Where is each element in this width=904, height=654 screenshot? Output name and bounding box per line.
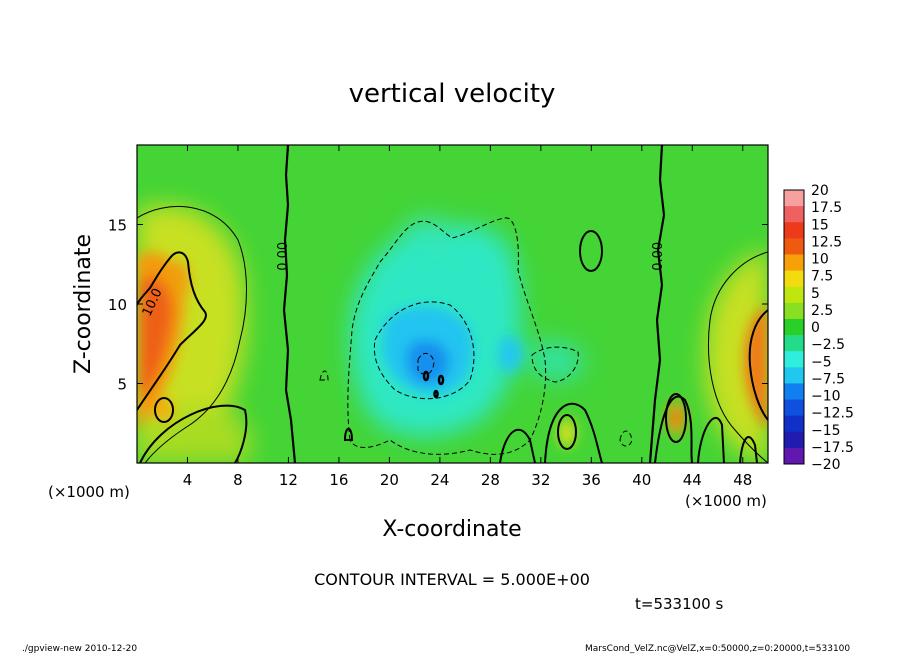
contour-negative (531, 346, 579, 383)
contour-loop (579, 230, 603, 272)
y-tick-label: 10 (108, 296, 127, 314)
colorbar-swatch (784, 254, 804, 272)
zero-contour-right (648, 145, 666, 463)
colorbar-frame (783, 189, 805, 465)
contour-10-left (137, 251, 207, 411)
contour-value-label: 0.00 (651, 242, 666, 271)
colorbar-swatch (784, 270, 804, 288)
x-tick-label: 28 (481, 471, 500, 489)
contour-lobe (697, 417, 725, 463)
colorbar-label: 15 (811, 217, 829, 233)
x-tick-label: 4 (183, 471, 193, 489)
contour-negative (417, 353, 435, 375)
contour-lines (137, 145, 768, 463)
colorbar-label: −15 (811, 423, 841, 439)
colorbar-swatch (784, 335, 804, 352)
colorbar-swatch (784, 238, 804, 255)
contour-negative (619, 430, 633, 447)
colorbar-label: −17.5 (811, 440, 854, 456)
x-axis-label: X-coordinate (382, 517, 521, 542)
contour-10-right (748, 309, 768, 421)
colorbar-swatch (784, 431, 804, 449)
footer-left: ./gpview-new 2010-12-20 (22, 644, 137, 654)
footer-right: MarsCond_VelZ.nc@VelZ,x=0:50000,z=0:2000… (585, 644, 850, 654)
contour-lobe (544, 402, 603, 463)
colorbar-swatch (784, 415, 804, 433)
colorbar-swatch (784, 367, 804, 384)
y-axis-label: Z-coordinate (71, 234, 96, 374)
x-unit-label-left: (×1000 m) (48, 483, 130, 501)
colorbar-label: 10 (811, 252, 829, 268)
x-tick-label: 48 (733, 471, 752, 489)
colorbar-label: 7.5 (811, 269, 833, 285)
colorbar-swatch (784, 318, 804, 336)
contour-loop (154, 397, 174, 423)
time-text: t=533100 s (635, 595, 723, 613)
contour-value-label: 0.00 (276, 242, 291, 271)
colorbar-label: −5 (811, 354, 832, 370)
x-tick-label: 16 (329, 471, 348, 489)
colorbar-swatch (784, 190, 804, 207)
y-tick-label: 5 (117, 376, 127, 394)
colorbar-swatch (784, 383, 804, 401)
contour-loop (665, 393, 687, 443)
colorbar-label: 0 (811, 320, 820, 336)
contour-blob (422, 370, 430, 382)
contour-negative (319, 370, 329, 381)
zero-contour-left (282, 145, 297, 463)
x-tick-label: 24 (430, 471, 449, 489)
contour-loop (557, 414, 577, 450)
colorbar-swatch (784, 222, 804, 239)
colorbar-swatch (784, 286, 804, 304)
x-tick-label: 12 (279, 471, 298, 489)
contour-5-left (137, 205, 247, 463)
colorbar-label: 17.5 (811, 200, 842, 216)
colorbar-swatch (784, 399, 804, 417)
contour-5-right (707, 251, 768, 463)
colorbar-swatch (784, 447, 804, 465)
colorbar-label: −2.5 (811, 337, 845, 353)
heatmap-field (137, 145, 768, 463)
x-tick-label: 36 (582, 471, 601, 489)
colorbar-label: −10 (811, 389, 841, 405)
colorbar-label: −7.5 (811, 371, 845, 387)
x-unit-label-right: (×1000 m) (685, 492, 767, 510)
contour-negative (373, 301, 475, 400)
colorbar-swatch (784, 302, 804, 320)
x-tick-label: 40 (632, 471, 651, 489)
x-tick-label: 32 (531, 471, 550, 489)
contour-negative (347, 217, 547, 455)
contour-blob (433, 389, 439, 399)
colorbar-label: 5 (811, 286, 820, 302)
y-tick-label: 15 (108, 217, 127, 235)
x-tick-label: 20 (380, 471, 399, 489)
contour-blob (437, 374, 445, 386)
x-tick-label: 44 (683, 471, 702, 489)
contour-lobe (654, 395, 693, 463)
contour-lobe (139, 404, 248, 463)
contour-lobe (739, 436, 758, 463)
colorbar-swatch (784, 206, 804, 223)
colorbar-label: −20 (811, 457, 841, 473)
colorbar-label: 2.5 (811, 303, 833, 319)
chart-title: vertical velocity (349, 79, 556, 109)
colorbar-label: 12.5 (811, 234, 842, 250)
colorbar-swatch (784, 351, 804, 368)
x-tick-label: 8 (233, 471, 243, 489)
colorbar-label: −12.5 (811, 406, 854, 422)
contour-interval-text: CONTOUR INTERVAL = 5.000E+00 (314, 570, 590, 589)
colorbar-label: 20 (811, 183, 829, 199)
